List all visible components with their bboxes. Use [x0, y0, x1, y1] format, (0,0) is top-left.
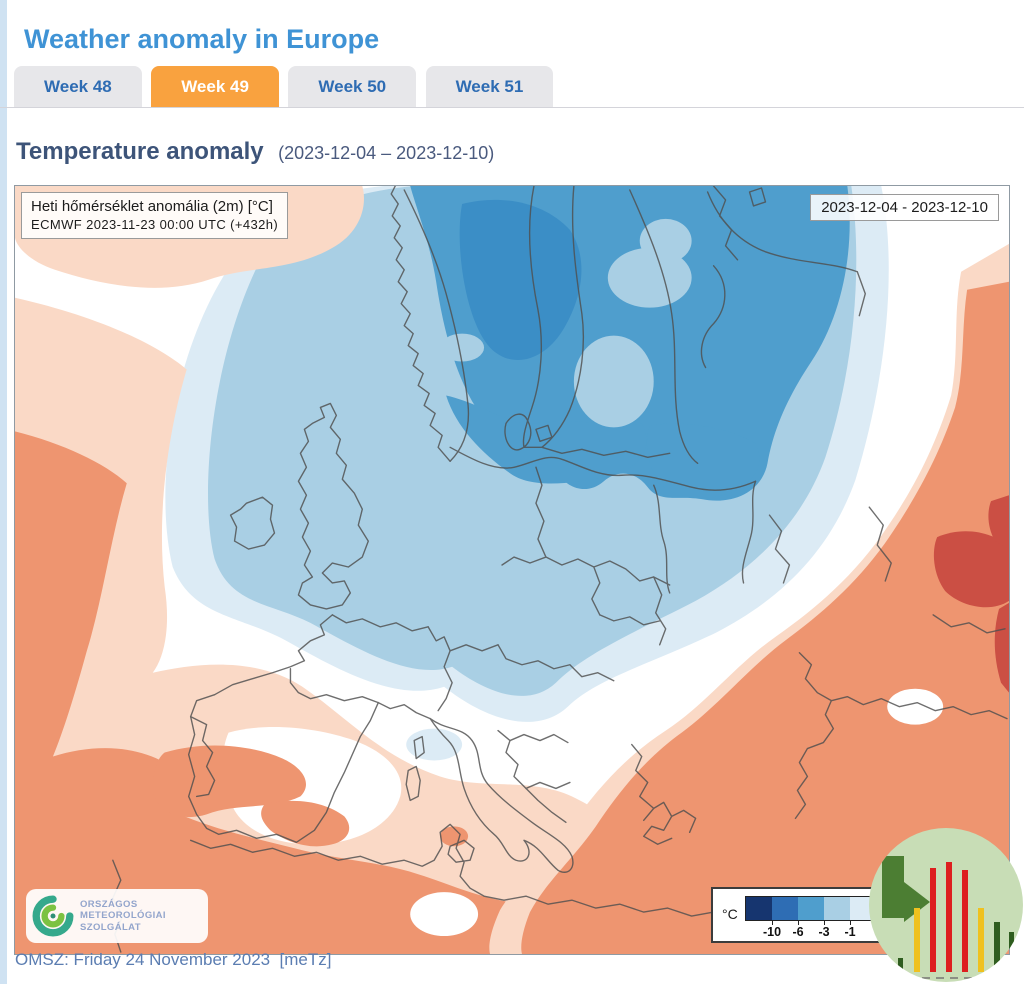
section-date-range: (2023-12-04 – 2023-12-10)	[278, 143, 495, 163]
kola-light-pocket	[639, 218, 692, 263]
legend-tick-label: -1	[844, 925, 856, 939]
map-date-range-box: 2023-12-04 - 2023-12-10	[810, 194, 999, 221]
page-left-margin	[0, 0, 7, 984]
section-title: Temperature anomaly	[16, 138, 264, 165]
badge-arrow-icon	[882, 856, 930, 922]
warning-chart-badge	[868, 826, 1024, 984]
footer-note: OMSZ: Friday 24 November 2023 [meTz]	[15, 950, 332, 969]
legend-swatch	[772, 897, 798, 920]
section-heading: Temperature anomaly (2023-12-04 – 2023-1…	[16, 138, 1006, 166]
map-info-title: Heti hőmérséklet anomália (2m) [°C]	[31, 198, 273, 215]
anomaly-map-frame: Heti hőmérséklet anomália (2m) [°C] ECMW…	[14, 185, 1010, 955]
omsz-logo-line3: SZOLGÁLAT	[80, 921, 141, 933]
omsz-logo-line2: METEOROLÓGIAI	[80, 910, 166, 922]
lapland-light-pocket	[607, 247, 692, 308]
legend-swatch	[746, 897, 772, 920]
country-borders	[112, 186, 1008, 953]
warm-strong-caucasus	[933, 531, 1009, 608]
europe-temperature-anomaly-map	[15, 186, 1009, 954]
cold-strong-core	[459, 199, 582, 361]
map-info-box: Heti hőmérséklet anomália (2m) [°C] ECMW…	[21, 192, 289, 239]
legend-tick	[772, 921, 773, 925]
legend-swatch	[824, 897, 850, 920]
omsz-logo-text: ORSZÁGOS METEOROLÓGIAI SZOLGÁLAT	[80, 899, 166, 934]
neutral-pocket-anatolia	[887, 688, 944, 725]
ligurian-faint-pocket	[406, 728, 463, 761]
legend-tick-label: -3	[818, 925, 830, 939]
legend-tick-label: -10	[762, 925, 782, 939]
omsz-spiral-icon	[32, 895, 74, 937]
warm-strong-east-edge-lower	[994, 602, 1009, 693]
legend-unit-label: °C	[722, 906, 738, 922]
legend-tick	[798, 921, 799, 925]
page-title: Weather anomaly in Europe	[24, 24, 380, 55]
finland-light-pocket	[573, 335, 654, 428]
warm-east-region	[521, 281, 1009, 954]
map-info-model-run: ECMWF 2023-11-23 00:00 UTC (+432h)	[31, 217, 279, 232]
legend-swatch	[798, 897, 824, 920]
cold-core-baltic-lobe	[646, 423, 760, 499]
tab-week-50[interactable]: Week 50	[288, 66, 417, 107]
warm-west-region	[15, 431, 722, 954]
legend-tick-label: -6	[792, 925, 804, 939]
omsz-logo-box: ORSZÁGOS METEOROLÓGIAI SZOLGÁLAT	[26, 889, 208, 943]
tab-week-48[interactable]: Week 48	[14, 66, 142, 107]
week-tabbar: Week 48 Week 49 Week 50 Week 51	[14, 66, 1014, 107]
legend-tick	[850, 921, 851, 925]
tabbar-divider	[0, 107, 1024, 108]
tab-week-49[interactable]: Week 49	[151, 66, 279, 107]
badge-graphic	[869, 828, 1023, 982]
omsz-logo-line1: ORSZÁGOS	[80, 898, 138, 910]
norway-light-pocket	[440, 333, 485, 362]
legend-tick	[824, 921, 825, 925]
tab-week-51[interactable]: Week 51	[425, 66, 554, 107]
warm-strong-east-edge-upper	[988, 495, 1009, 550]
neutral-pocket-tunisia	[410, 892, 479, 937]
